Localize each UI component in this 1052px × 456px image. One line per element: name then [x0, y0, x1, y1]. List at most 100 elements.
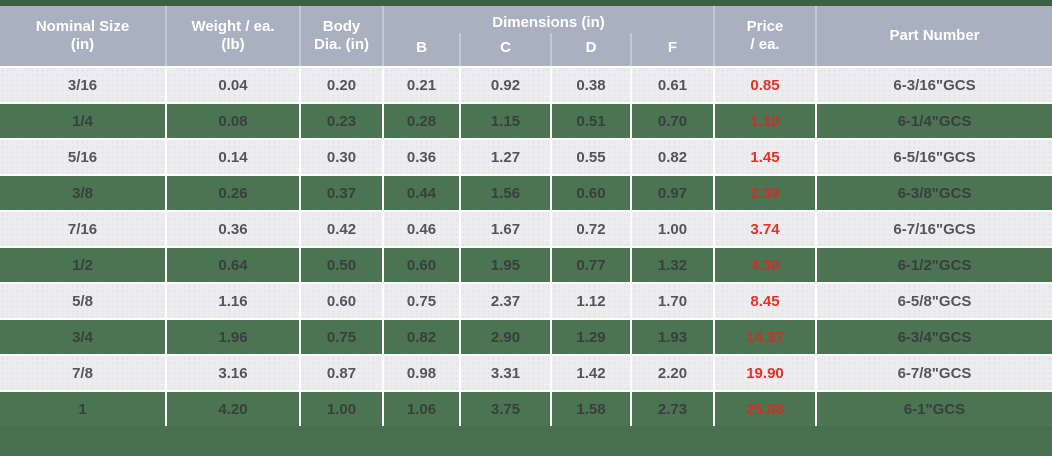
- cell-b: 0.46: [384, 212, 459, 246]
- header-weight: Weight / ea. (lb): [167, 6, 299, 66]
- cell-f: 1.70: [632, 284, 713, 318]
- cell-part: 6-7/16"GCS: [817, 212, 1052, 246]
- header-dim-d: D: [552, 33, 630, 66]
- table-row: 5/16 0.14 0.30 0.36 1.27 0.55 0.82 1.45 6-5/16"G…: [0, 140, 1052, 174]
- cell-d: 0.51: [552, 104, 630, 138]
- cell-part: 6-7/8"GCS: [817, 356, 1052, 390]
- cell-weight: 0.04: [167, 68, 299, 102]
- cell-body-dia: 0.42: [301, 212, 382, 246]
- top-accent-bar: [0, 0, 1052, 6]
- cell-f: 0.70: [632, 104, 713, 138]
- cell-f: 1.32: [632, 248, 713, 282]
- cell-part: 6-3/4"GCS: [817, 320, 1052, 354]
- cell-c: 2.90: [461, 320, 550, 354]
- cell-b: 0.28: [384, 104, 459, 138]
- table-row: 7/16 0.36 0.42 0.46 1.67 0.72 1.00 3.74 6-7/16"G…: [0, 212, 1052, 246]
- cell-part: 6-3/16"GCS: [817, 68, 1052, 102]
- cell-d: 1.12: [552, 284, 630, 318]
- cell-b: 0.82: [384, 320, 459, 354]
- header-nominal-size-line1: Nominal Size: [35, 18, 130, 35]
- cell-size: 3/16: [0, 68, 165, 102]
- cell-price: 19.90: [715, 356, 815, 390]
- table-row: 3/8 0.26 0.37 0.44 1.56 0.60 0.97 2.39 6-3/8"GCS: [0, 176, 1052, 210]
- cell-size: 5/8: [0, 284, 165, 318]
- header-body-dia: Body Dia. (in): [301, 6, 382, 66]
- cell-weight: 4.20: [167, 392, 299, 426]
- table-body: 3/16 0.04 0.20 0.21 0.92 0.38 0.61 0.85 6-3/16"G…: [0, 68, 1052, 426]
- cell-weight: 0.08: [167, 104, 299, 138]
- cell-c: 1.27: [461, 140, 550, 174]
- cell-price: 14.37: [715, 320, 815, 354]
- table-row: 1 4.20 1.00 1.06 3.75 1.58 2.73 25.88 6-1"GCS: [0, 392, 1052, 426]
- cell-size: 1: [0, 392, 165, 426]
- cell-price: 2.39: [715, 176, 815, 210]
- cell-c: 1.95: [461, 248, 550, 282]
- cell-c: 3.75: [461, 392, 550, 426]
- cell-body-dia: 0.60: [301, 284, 382, 318]
- cell-f: 2.73: [632, 392, 713, 426]
- cell-price: 8.45: [715, 284, 815, 318]
- header-nominal-size-line2: (in): [70, 36, 95, 53]
- cell-b: 0.98: [384, 356, 459, 390]
- cell-c: 1.15: [461, 104, 550, 138]
- cell-size: 3/8: [0, 176, 165, 210]
- cell-price: 3.74: [715, 212, 815, 246]
- header-weight-line2: (lb): [221, 36, 245, 53]
- cell-part: 6-1/4"GCS: [817, 104, 1052, 138]
- cell-weight: 0.14: [167, 140, 299, 174]
- header-body-dia-line1: Body: [322, 18, 361, 35]
- cell-price: 1.10: [715, 104, 815, 138]
- cell-part: 6-1"GCS: [817, 392, 1052, 426]
- cell-c: 1.56: [461, 176, 550, 210]
- table-row: 1/2 0.64 0.50 0.60 1.95 0.77 1.32 4.30 6-1/2"GCS: [0, 248, 1052, 282]
- header-nominal-size: Nominal Size (in): [0, 6, 165, 66]
- cell-b: 0.44: [384, 176, 459, 210]
- cell-f: 0.97: [632, 176, 713, 210]
- cell-c: 1.67: [461, 212, 550, 246]
- cell-weight: 0.36: [167, 212, 299, 246]
- header-dim-b: B: [384, 33, 459, 66]
- cell-weight: 1.96: [167, 320, 299, 354]
- cell-weight: 0.64: [167, 248, 299, 282]
- header-dimensions-group: Dimensions (in): [384, 6, 713, 33]
- cell-d: 1.29: [552, 320, 630, 354]
- cell-f: 2.20: [632, 356, 713, 390]
- cell-part: 6-3/8"GCS: [817, 176, 1052, 210]
- cell-f: 1.93: [632, 320, 713, 354]
- table-row: 1/4 0.08 0.23 0.28 1.15 0.51 0.70 1.10 6-1/4"GCS: [0, 104, 1052, 138]
- header-price: Price / ea.: [715, 6, 815, 66]
- cell-f: 1.00: [632, 212, 713, 246]
- table-row: 5/8 1.16 0.60 0.75 2.37 1.12 1.70 8.45 6-5/8"GCS: [0, 284, 1052, 318]
- header-body-divider: [0, 66, 1052, 68]
- cell-d: 0.60: [552, 176, 630, 210]
- header-price-line2: / ea.: [750, 36, 780, 53]
- cell-d: 1.58: [552, 392, 630, 426]
- cell-part: 6-5/16"GCS: [817, 140, 1052, 174]
- cell-price: 4.30: [715, 248, 815, 282]
- cell-d: 0.55: [552, 140, 630, 174]
- cell-b: 0.21: [384, 68, 459, 102]
- cell-size: 7/8: [0, 356, 165, 390]
- cell-weight: 1.16: [167, 284, 299, 318]
- cell-part: 6-1/2"GCS: [817, 248, 1052, 282]
- cell-d: 0.38: [552, 68, 630, 102]
- header-dim-c: C: [461, 33, 550, 66]
- header-part-number: Part Number: [817, 6, 1052, 66]
- cell-body-dia: 0.37: [301, 176, 382, 210]
- cell-d: 0.72: [552, 212, 630, 246]
- cell-price: 0.85: [715, 68, 815, 102]
- cell-d: 1.42: [552, 356, 630, 390]
- table-header: Nominal Size (in) Weight / ea. (lb) Body…: [0, 6, 1052, 66]
- cell-size: 5/16: [0, 140, 165, 174]
- cell-b: 0.60: [384, 248, 459, 282]
- cell-size: 7/16: [0, 212, 165, 246]
- table-row: 3/4 1.96 0.75 0.82 2.90 1.29 1.93 14.37 6-3/4"GC…: [0, 320, 1052, 354]
- header-weight-line1: Weight / ea.: [191, 18, 275, 35]
- header-price-line1: Price: [746, 18, 784, 35]
- cell-b: 0.75: [384, 284, 459, 318]
- cell-f: 0.82: [632, 140, 713, 174]
- cell-body-dia: 0.23: [301, 104, 382, 138]
- cell-body-dia: 0.75: [301, 320, 382, 354]
- footer-band: [0, 426, 1052, 456]
- cell-b: 0.36: [384, 140, 459, 174]
